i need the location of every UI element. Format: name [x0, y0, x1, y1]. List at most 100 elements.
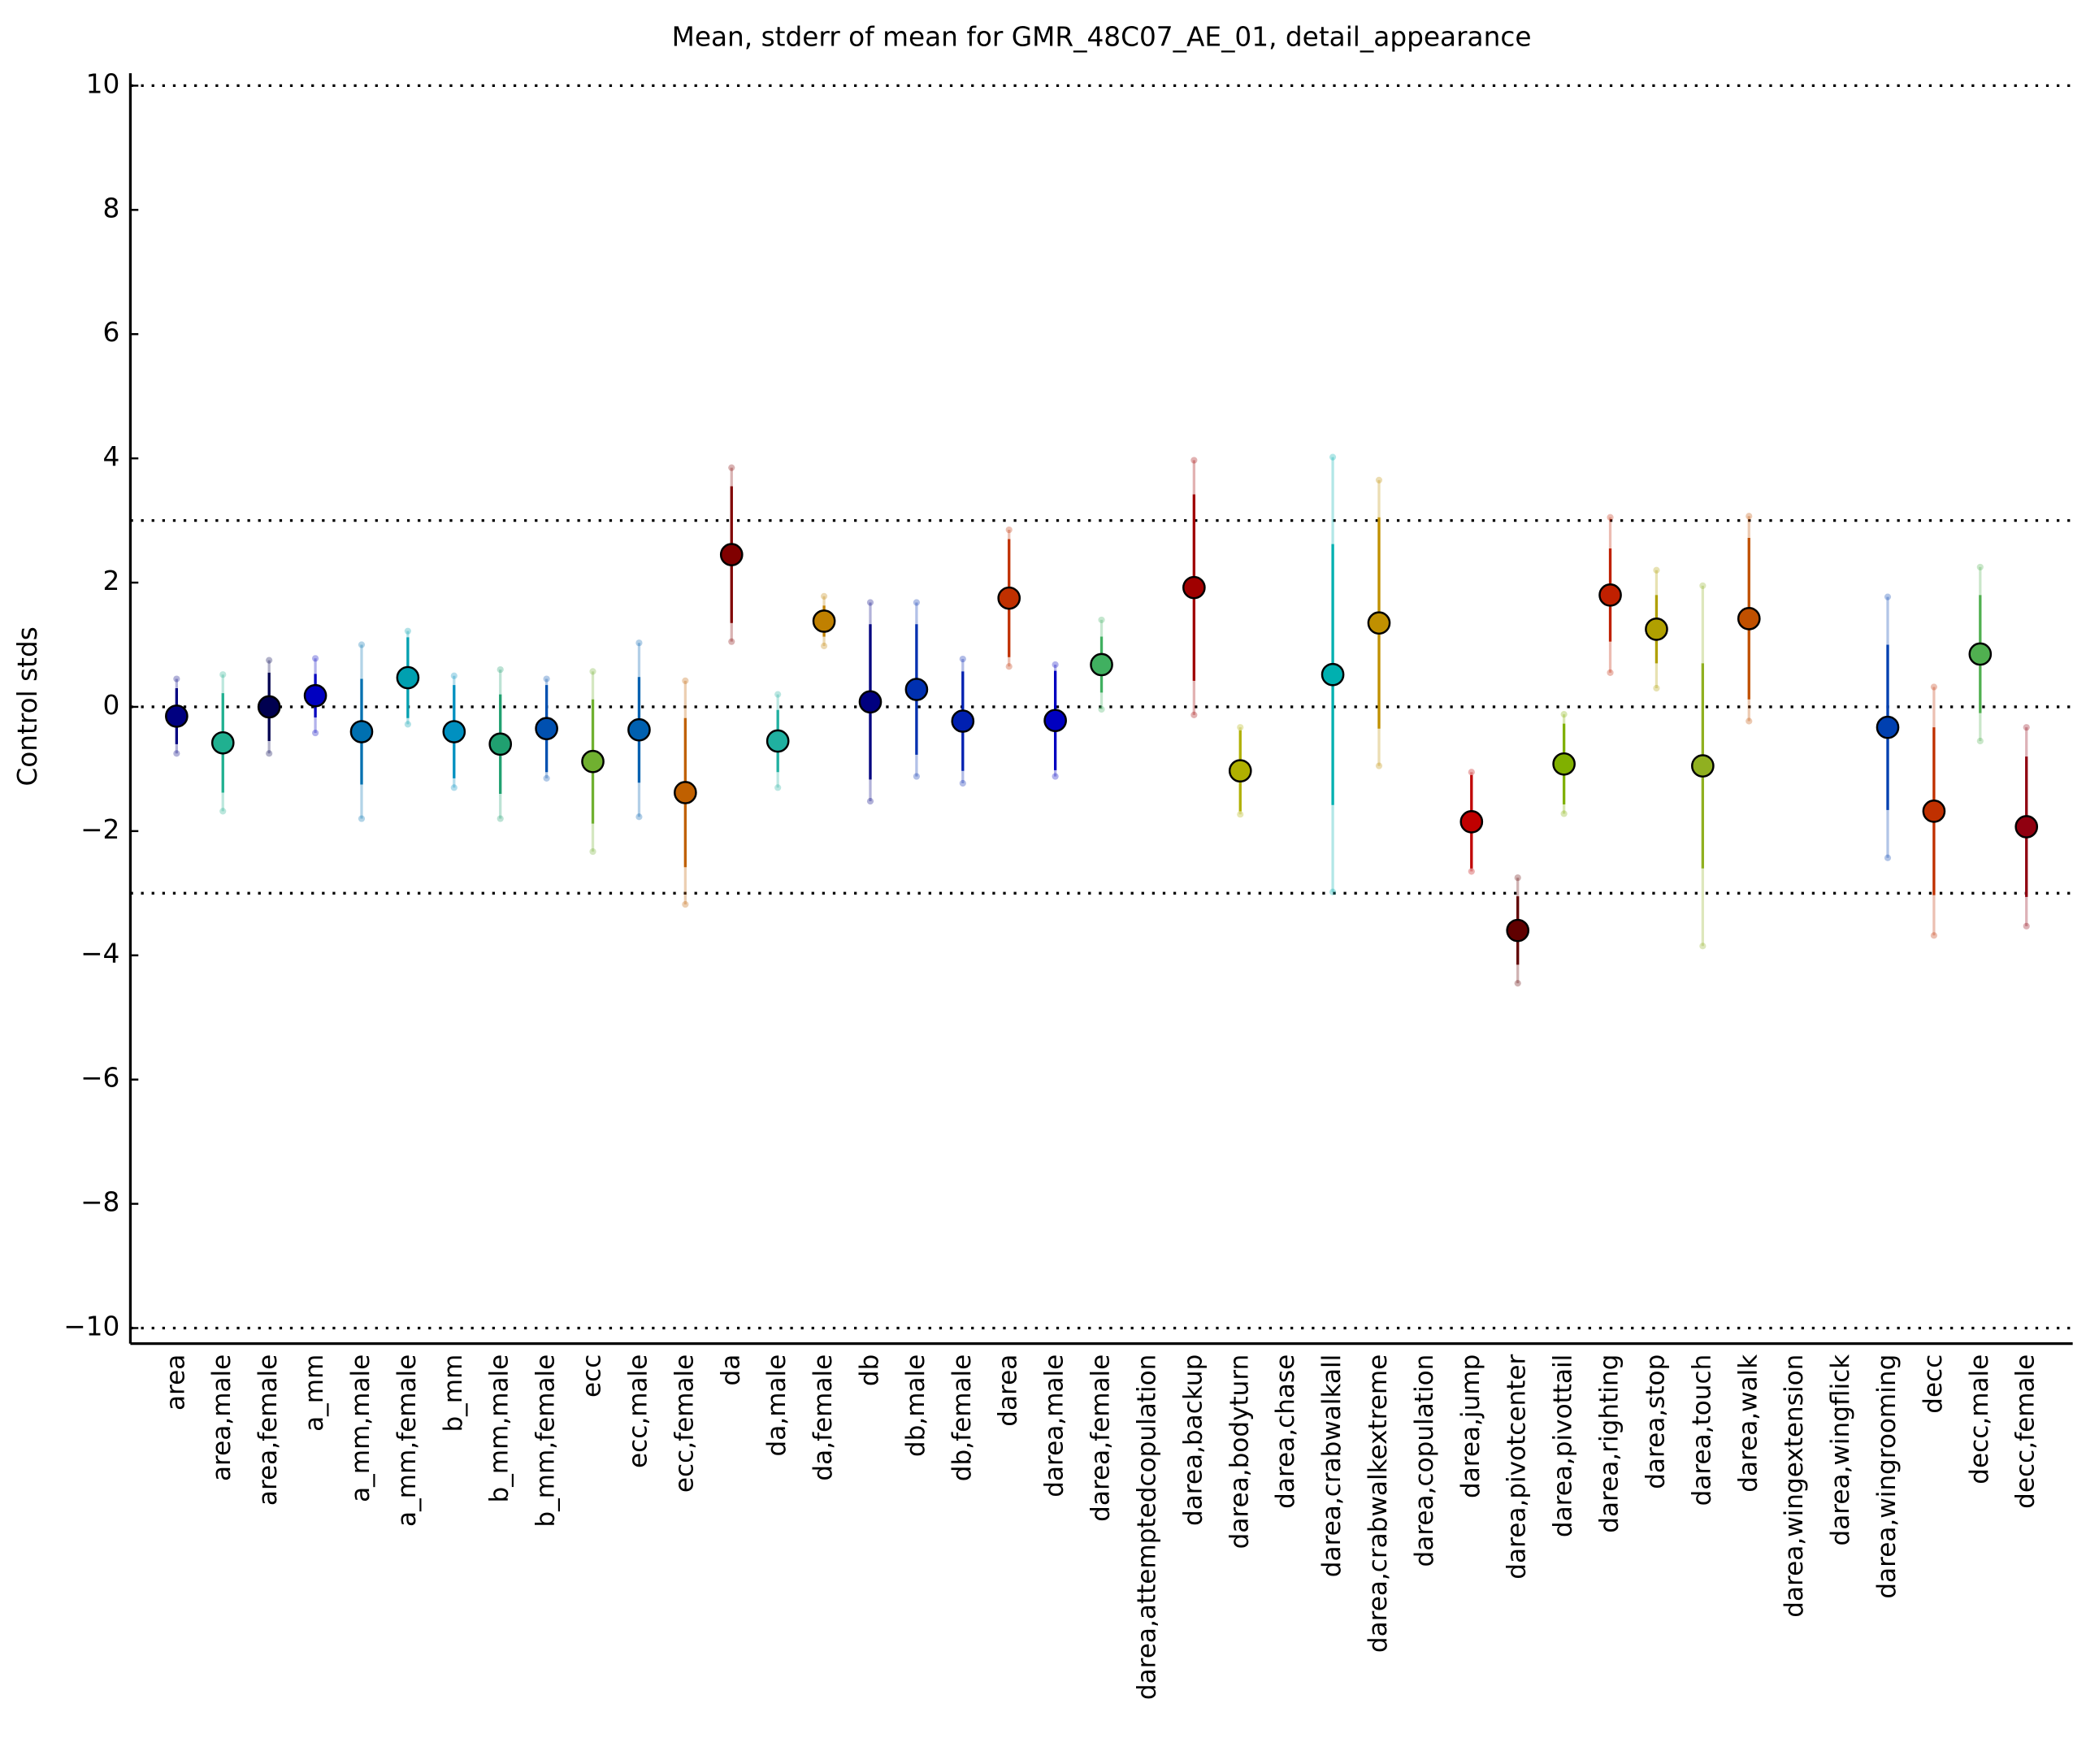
y-tick-label: 6 — [103, 317, 120, 348]
spread-end — [311, 729, 319, 737]
x-tick-label: da,male — [762, 1354, 791, 1457]
spread-end — [1468, 868, 1475, 875]
spread-end — [311, 655, 319, 662]
spread-end — [1052, 661, 1059, 669]
spread-end — [1930, 932, 1937, 939]
y-tick-label: −10 — [63, 1311, 119, 1341]
x-tick-label: ecc,male — [623, 1354, 653, 1468]
y-tick-label: 0 — [103, 690, 120, 721]
x-tick-label: db — [855, 1354, 884, 1386]
mean-marker — [858, 690, 883, 714]
spread-end — [2023, 724, 2030, 731]
spread-end — [1746, 513, 1753, 520]
spread-end — [866, 599, 874, 606]
mean-marker — [1182, 575, 1206, 600]
spread-end — [1607, 669, 1614, 676]
y-tick-label: −8 — [80, 1187, 119, 1218]
spread-end — [1468, 769, 1475, 776]
x-tick-label: area — [161, 1354, 190, 1411]
spread-end — [589, 668, 596, 675]
mean-marker — [674, 781, 697, 804]
mean-marker — [1737, 607, 1761, 631]
mean-marker — [1090, 652, 1113, 677]
y-tick-label: 4 — [103, 441, 120, 472]
spread-end — [543, 675, 550, 683]
x-tick-label: darea,bodyturn — [1225, 1354, 1254, 1549]
chart-title: Mean, stderr of mean for GMR_48C07_AE_01… — [672, 22, 1532, 53]
spread-end — [450, 672, 458, 679]
spread-end — [1005, 663, 1013, 670]
x-tick-label: b_mm,male — [485, 1354, 514, 1503]
spread-end — [1375, 476, 1383, 483]
mean-marker — [165, 704, 189, 728]
x-tick-label: da — [716, 1354, 745, 1386]
spread-end — [1976, 737, 1984, 745]
spread-end — [959, 655, 966, 663]
mean-marker — [765, 729, 790, 753]
spread-end — [450, 784, 458, 791]
spread-end — [404, 627, 411, 635]
x-tick-label: a_mm,male — [346, 1354, 375, 1502]
mean-marker — [997, 586, 1021, 610]
x-tick-label: darea,crabwalkall — [1317, 1354, 1347, 1578]
mean-marker — [1876, 715, 1900, 739]
x-tick-label: decc,female — [2011, 1354, 2040, 1509]
x-tick-label: darea — [994, 1354, 1023, 1427]
mean-marker — [719, 543, 744, 566]
spread-end — [358, 641, 366, 648]
mean-marker — [1968, 642, 1993, 666]
spread-end — [1005, 526, 1013, 534]
spread-end — [1746, 717, 1753, 725]
spread-end — [820, 642, 828, 650]
mean-marker — [1552, 752, 1576, 776]
x-tick-label: b_mm,female — [531, 1354, 561, 1528]
spread-end — [1560, 810, 1568, 817]
mean-marker — [581, 749, 605, 774]
mean-marker — [1922, 800, 1946, 823]
x-tick-label: darea,righting — [1595, 1354, 1624, 1533]
y-axis-label: Control stds — [12, 626, 43, 786]
spread-end — [1930, 683, 1937, 691]
spread-end — [1884, 854, 1892, 861]
mean-marker — [627, 717, 651, 742]
mean-marker — [257, 695, 281, 719]
spread-end — [173, 750, 180, 757]
mean-marker — [1321, 662, 1345, 687]
spread-end — [1190, 457, 1198, 464]
spread-end — [1653, 566, 1660, 574]
x-tick-label: decc — [1919, 1354, 1948, 1414]
x-tick-label: darea,female — [1086, 1354, 1116, 1522]
mean-marker — [1691, 754, 1715, 778]
x-tick-label: ecc,female — [670, 1354, 699, 1493]
spread-end — [497, 815, 504, 822]
mean-marker — [396, 665, 420, 690]
x-tick-label: db,female — [948, 1354, 977, 1482]
spread-end — [1699, 582, 1707, 589]
spread-end — [1098, 616, 1105, 624]
spread-end — [635, 813, 643, 821]
spread-end — [866, 798, 874, 805]
x-tick-label: darea,wingextension — [1780, 1354, 1809, 1618]
spread-end — [497, 665, 504, 674]
x-tick-label: darea,wingflick — [1826, 1354, 1855, 1546]
x-tick-label: darea,stop — [1641, 1354, 1670, 1489]
spread-end — [1052, 773, 1059, 780]
x-tick-label: darea,chase — [1271, 1354, 1300, 1509]
spread-end — [682, 677, 689, 684]
spread-end — [1237, 724, 1244, 731]
mean-marker — [210, 730, 235, 755]
spread-end — [1190, 711, 1198, 718]
x-tick-label: darea,male — [1040, 1354, 1069, 1497]
spread-end — [1237, 811, 1244, 818]
x-tick-label: darea,backup — [1178, 1354, 1208, 1526]
x-tick-label: darea,pivotcenter — [1503, 1354, 1532, 1579]
mean-marker — [349, 720, 374, 743]
spread-end — [820, 592, 828, 600]
spread-end — [774, 691, 782, 698]
x-tick-label: darea,pivottail — [1549, 1354, 1578, 1537]
x-tick-label: darea,attemptedcopulation — [1132, 1354, 1161, 1700]
y-tick-label: 2 — [103, 566, 120, 596]
spread-end — [1653, 684, 1660, 692]
spread-end — [1514, 980, 1521, 987]
mean-marker — [488, 732, 513, 756]
